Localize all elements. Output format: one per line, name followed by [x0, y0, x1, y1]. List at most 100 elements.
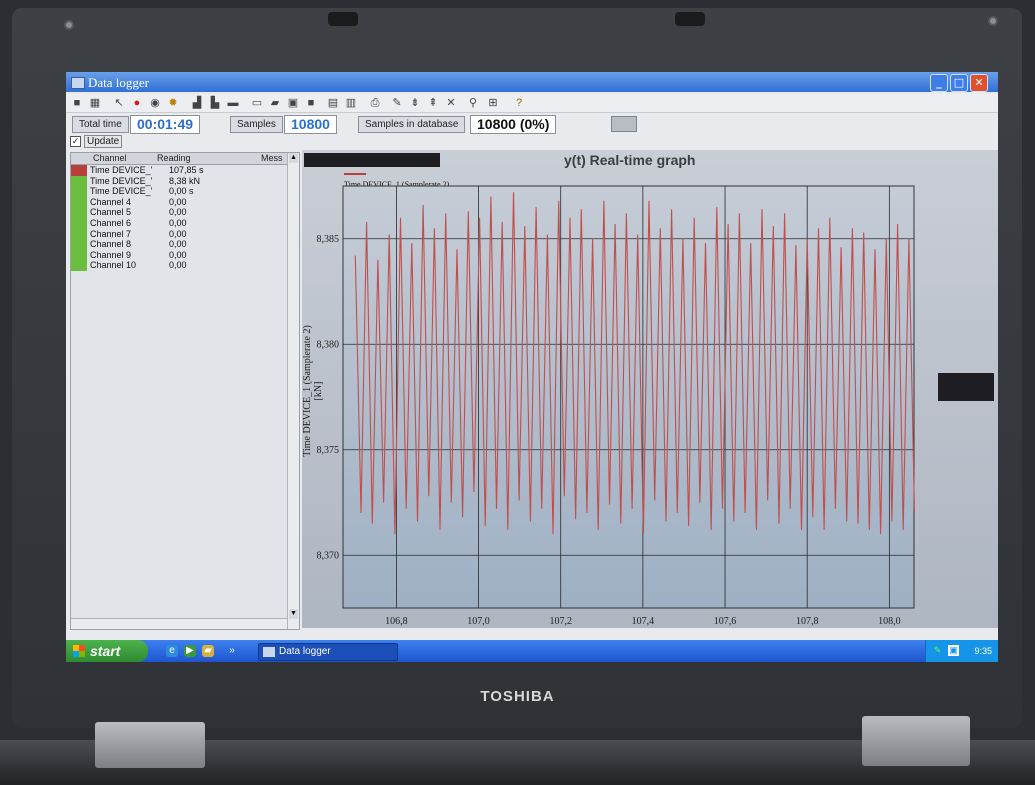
- system-tray: ✎ ▣ 9:35: [925, 640, 998, 662]
- x-tick-label: 107,6: [714, 616, 737, 627]
- table-row[interactable]: Time DEVICE_' 107,85 s: [71, 165, 287, 176]
- tools-icon[interactable]: ⇞: [428, 97, 438, 109]
- axis-icon[interactable]: ⊞: [488, 97, 498, 109]
- save-icon[interactable]: ■: [307, 97, 315, 109]
- table-row[interactable]: Channel 10 0,00: [71, 260, 287, 271]
- table-row[interactable]: Channel 4 0,00: [71, 196, 287, 208]
- channel-color-swatch[interactable]: [71, 207, 87, 218]
- checkbox-icon[interactable]: ✓: [70, 136, 81, 147]
- laptop-brand: TOSHIBA: [480, 688, 555, 705]
- chevron-icon[interactable]: »: [229, 645, 235, 656]
- horizontal-scrollbar[interactable]: [71, 618, 287, 629]
- update-checkbox[interactable]: ✓ Update: [70, 135, 123, 149]
- x-tick-label: 107,8: [796, 616, 819, 627]
- zoom-icon[interactable]: ⚲: [468, 97, 478, 109]
- y-tick-label: 8,385: [317, 234, 340, 245]
- image-icon[interactable]: ▣: [287, 97, 299, 109]
- column-header-channel[interactable]: Channel: [93, 153, 127, 163]
- channel-color-swatch[interactable]: [71, 165, 87, 176]
- record-icon[interactable]: ●: [133, 97, 141, 109]
- chart-svg[interactable]: 106,8 107,0 107,2 107,4 107,6 107,8 108,0 8,370…: [302, 150, 998, 628]
- start-label: start: [90, 643, 121, 659]
- chart-add-icon[interactable]: ▟: [192, 97, 202, 109]
- column-header-reading[interactable]: Reading: [157, 153, 191, 163]
- grid-icon[interactable]: ▦: [89, 97, 101, 109]
- channel-name: Time DEVICE_': [90, 165, 153, 175]
- vertical-scrollbar[interactable]: ▲ ▼: [287, 153, 299, 629]
- legend-swatch: [344, 173, 366, 175]
- pointer-icon[interactable]: ↖: [114, 97, 124, 109]
- table-row[interactable]: Time DEVICE_' 8,38 kN: [71, 175, 287, 187]
- samples-value: 10800: [284, 115, 337, 134]
- help-icon[interactable]: ?: [515, 97, 523, 109]
- media-icon[interactable]: ▶: [184, 645, 196, 657]
- table-row[interactable]: Channel 5 0,00: [71, 207, 287, 218]
- channel-color-swatch[interactable]: [71, 217, 87, 229]
- channel-reading: 0,00: [169, 196, 187, 207]
- chart-remove-icon[interactable]: ▙: [210, 97, 220, 109]
- close-button[interactable]: ✕: [970, 74, 988, 92]
- y-tick-label: 8,380: [317, 339, 340, 350]
- network-icon[interactable]: ✎: [933, 645, 942, 655]
- channel-color-swatch[interactable]: [71, 249, 87, 261]
- table-rows: Time DEVICE_' 107,85 s Time DEVICE_' 8,38 k…: [71, 165, 287, 271]
- scroll-up-icon[interactable]: ▲: [289, 153, 298, 163]
- task-button-data-logger[interactable]: Data logger: [258, 643, 398, 661]
- indicator-button[interactable]: [611, 116, 637, 132]
- channel-color-swatch[interactable]: [71, 239, 87, 250]
- folder-icon[interactable]: ▰: [202, 645, 214, 657]
- channel-reading: 107,85 s: [169, 165, 204, 175]
- edit-icon[interactable]: ✎: [392, 97, 402, 109]
- channel-color-swatch[interactable]: [71, 175, 87, 187]
- channel-name: Channel 8: [90, 239, 132, 250]
- bar-icon[interactable]: ▭: [251, 97, 263, 109]
- table-row[interactable]: Time DEVICE_' 0,00 s: [71, 186, 287, 197]
- series-line: [354, 192, 916, 535]
- table-header: Channel Reading Mess: [71, 153, 299, 165]
- plot-area[interactable]: [342, 185, 915, 609]
- channel-name: Time DEVICE_': [90, 186, 153, 197]
- channel-color-swatch[interactable]: [71, 228, 87, 240]
- table-row[interactable]: Channel 6 0,00: [71, 217, 287, 229]
- channel-color-swatch[interactable]: [71, 186, 87, 197]
- channel-reading: 0,00: [169, 239, 187, 250]
- y-tick-label: 8,375: [317, 445, 340, 456]
- maximize-button[interactable]: □: [950, 74, 968, 92]
- disk-icon[interactable]: ▤: [327, 97, 339, 109]
- graph-dark-marker: [938, 373, 994, 401]
- minimize-button[interactable]: _: [930, 74, 948, 92]
- column-header-mess[interactable]: Mess: [261, 153, 283, 163]
- channel-color-swatch[interactable]: [71, 260, 87, 271]
- print-icon[interactable]: ▥: [345, 97, 357, 109]
- stop-icon[interactable]: ■: [73, 97, 81, 109]
- settings-icon[interactable]: ✹: [168, 97, 178, 109]
- status-row: Total time 00:01:49 Samples 10800 Sample…: [66, 114, 998, 134]
- folder-icon[interactable]: ▰: [270, 97, 280, 109]
- channel-color-swatch[interactable]: [71, 196, 87, 208]
- clock: 9:35: [974, 646, 992, 656]
- sun-icon[interactable]: ◉: [150, 97, 160, 109]
- channel-reading: 0,00: [169, 260, 187, 271]
- total-time-value: 00:01:49: [130, 115, 201, 134]
- hinge-left: [95, 722, 205, 768]
- channel-reading: 0,00: [169, 207, 187, 218]
- table-row[interactable]: Channel 8 0,00: [71, 239, 287, 250]
- monitor-icon[interactable]: ▬: [227, 97, 239, 109]
- delete-icon[interactable]: ✕: [446, 97, 456, 109]
- x-tick-label: 107,0: [467, 616, 490, 627]
- hinge-right: [862, 716, 970, 766]
- scroll-down-icon[interactable]: ▼: [289, 609, 298, 619]
- hinge-latch: [675, 12, 705, 26]
- display-icon[interactable]: ▣: [948, 645, 959, 656]
- channel-reading: 0,00 s: [169, 186, 194, 197]
- ie-icon[interactable]: e: [166, 645, 178, 657]
- table-row[interactable]: Channel 9 0,00: [71, 249, 287, 261]
- samples-db-value: 10800 (0%): [470, 115, 557, 134]
- screen: Data logger _ □ ✕ ■ ▦ ↖ ● ◉ ✹ ▟ ▙ ▬ ▭ ▰ …: [66, 72, 998, 662]
- graph-dark-box: [304, 153, 440, 167]
- chart-title: y(t) Real-time graph: [564, 152, 696, 168]
- printer-icon[interactable]: ⎙: [370, 97, 380, 109]
- start-button[interactable]: start: [66, 640, 148, 662]
- insert-icon[interactable]: ⇟: [410, 97, 420, 109]
- table-row[interactable]: Channel 7 0,00: [71, 228, 287, 240]
